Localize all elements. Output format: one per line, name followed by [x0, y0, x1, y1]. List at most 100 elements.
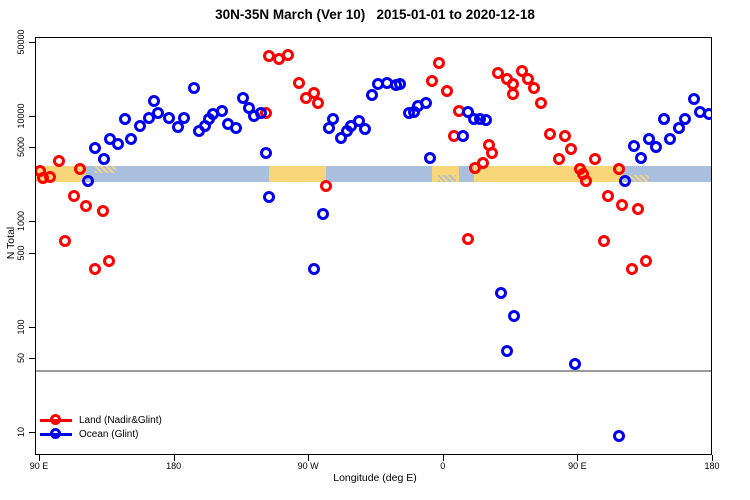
data-point-ocean: [259, 147, 272, 160]
data-point-ocean: [650, 140, 663, 153]
x-tick: [173, 455, 175, 461]
x-tick: [577, 455, 579, 461]
band-segment-land: [473, 166, 624, 183]
data-point-ocean: [262, 190, 275, 203]
data-point-ocean: [627, 139, 640, 152]
x-tick: [442, 455, 444, 461]
data-point-ocean: [111, 137, 124, 150]
x-tick-label: 90 E: [29, 461, 49, 471]
data-point-ocean: [635, 151, 648, 164]
data-point-ocean: [678, 112, 691, 125]
data-point-land: [597, 235, 610, 248]
data-point-land: [292, 76, 305, 89]
data-point-land: [102, 254, 115, 267]
y-tick-label: 5000: [16, 137, 26, 158]
legend-item-ocean: Ocean (Glint): [40, 427, 162, 441]
data-point-ocean: [419, 96, 432, 109]
data-point-ocean: [89, 141, 102, 154]
data-point-ocean: [500, 344, 513, 357]
data-point-land: [440, 85, 453, 98]
data-point-land: [319, 180, 332, 193]
data-point-ocean: [316, 208, 329, 221]
data-point-land: [564, 143, 577, 156]
y-tick-label: 500: [16, 245, 26, 261]
x-axis-title: Longitude (deg E): [333, 472, 417, 484]
data-point-land: [433, 57, 446, 69]
legend-label-land: Land (Nadir&Glint): [79, 414, 162, 426]
data-point-land: [53, 154, 66, 167]
data-point-land: [80, 200, 93, 213]
band-speckle-land: [629, 175, 649, 183]
band-segment-ocean: [325, 166, 432, 183]
data-point-land: [602, 189, 615, 202]
y-tick: [29, 221, 35, 223]
data-point-ocean: [663, 133, 676, 146]
data-point-land: [485, 147, 498, 160]
data-point-ocean: [147, 94, 160, 107]
y-tick-label: 1000: [16, 211, 26, 232]
data-point-ocean: [125, 133, 138, 146]
data-point-land: [425, 75, 438, 87]
data-point-ocean: [237, 92, 250, 105]
y-axis-title: N Total: [5, 226, 17, 260]
data-point-ocean: [177, 111, 190, 124]
data-point-land: [639, 254, 652, 267]
y-tick: [29, 358, 35, 360]
y-tick: [29, 115, 35, 117]
band-segment-ocean: [86, 166, 269, 183]
data-point-ocean: [307, 262, 320, 275]
y-tick-label: 100: [16, 319, 26, 335]
x-tick: [308, 455, 310, 461]
data-point-land: [506, 88, 519, 101]
data-point-ocean: [188, 82, 201, 95]
band-speckle-ocean: [437, 175, 456, 183]
data-point-land: [74, 163, 87, 175]
data-point-ocean: [255, 107, 268, 120]
data-point-ocean: [508, 310, 521, 323]
reference-line: [36, 369, 711, 372]
x-tick-label: 90 W: [297, 461, 319, 471]
x-tick: [712, 455, 713, 461]
data-point-ocean: [171, 120, 184, 133]
data-point-land: [491, 66, 504, 79]
land-series-marker-icon: [40, 414, 72, 426]
data-point-ocean: [358, 122, 371, 135]
data-point-ocean: [81, 175, 94, 188]
data-point-land: [68, 189, 81, 202]
y-tick-label: 10: [16, 426, 26, 437]
data-point-ocean: [642, 133, 655, 146]
y-tick: [29, 252, 35, 254]
x-tick-label: 180: [166, 461, 182, 471]
data-point-ocean: [119, 112, 132, 125]
y-tick: [29, 326, 35, 328]
legend-item-land: Land (Nadir&Glint): [40, 413, 162, 427]
data-point-ocean: [162, 111, 175, 124]
data-point-land: [527, 82, 540, 95]
data-point-ocean: [618, 175, 631, 188]
data-point-ocean: [327, 112, 340, 125]
data-point-ocean: [134, 120, 147, 133]
y-tick: [29, 431, 35, 433]
x-tick-label: 90 E: [568, 461, 587, 471]
ocean-series-marker-icon: [40, 428, 72, 440]
data-point-land: [543, 128, 556, 140]
x-tick: [39, 455, 40, 461]
data-point-land: [461, 233, 474, 246]
y-tick: [29, 42, 35, 43]
data-point-land: [282, 48, 295, 61]
data-point-land: [96, 205, 109, 218]
band-speckle-land: [95, 166, 117, 174]
x-tick-label: 180: [704, 461, 720, 471]
data-point-ocean: [424, 152, 437, 165]
data-point-land: [535, 96, 547, 109]
data-point-ocean: [687, 92, 700, 105]
data-point-land: [612, 163, 625, 175]
data-point-land: [312, 96, 325, 109]
data-point-ocean: [569, 358, 582, 371]
data-point-land: [521, 72, 534, 85]
data-point-ocean: [612, 429, 625, 442]
data-point-land: [626, 262, 639, 275]
y-tick-label: 10000: [16, 103, 26, 129]
data-point-ocean: [702, 108, 711, 121]
